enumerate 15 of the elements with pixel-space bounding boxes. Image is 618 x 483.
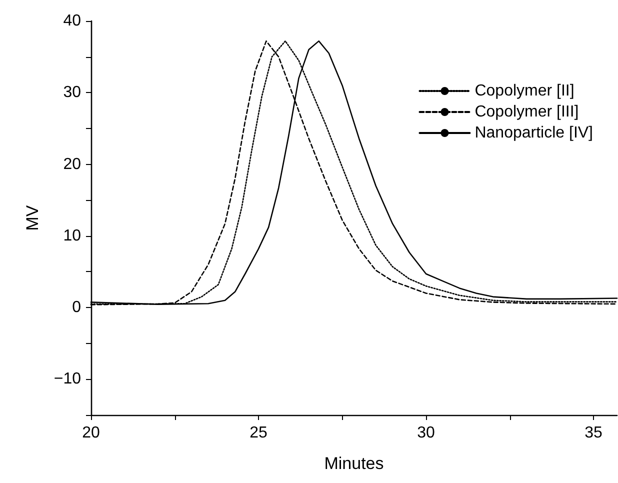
x-tick-label: 35 [584, 424, 603, 442]
legend-label: Copolymer [III] [474, 104, 579, 120]
x-tick-label: 20 [82, 424, 100, 442]
x-axis-title: Minutes [324, 454, 384, 473]
x-tick-label: 30 [417, 424, 436, 442]
y-tick-label: 30 [63, 84, 82, 102]
y-tick-label: 40 [63, 12, 82, 30]
y-tick-label: 0 [72, 299, 82, 316]
legend-label: Copolymer [II] [474, 82, 574, 100]
y-tick-label: 10 [63, 227, 82, 244]
y-tick-label: 20 [63, 156, 82, 173]
y-axis-title: MV [23, 204, 42, 231]
legend-label: Nanoparticle [IV] [474, 124, 593, 142]
y-tick-label: −10 [54, 370, 82, 388]
x-tick-label: 25 [250, 424, 268, 442]
